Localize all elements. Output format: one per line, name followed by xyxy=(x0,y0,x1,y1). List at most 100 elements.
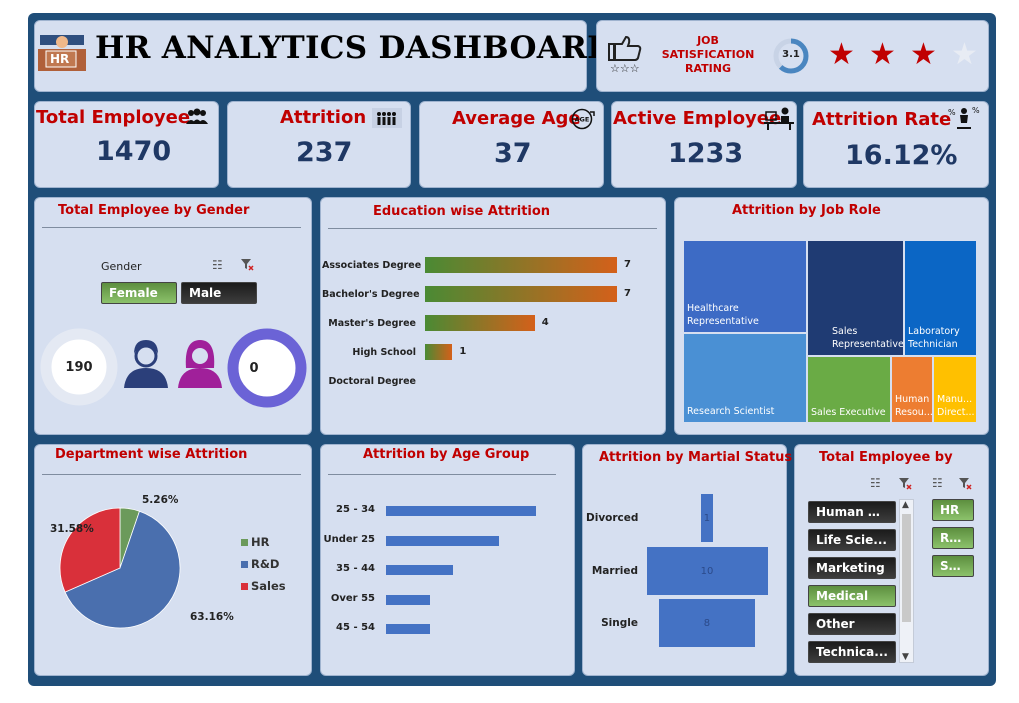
treemap-human-resources[interactable]: Human Resou... xyxy=(891,356,933,423)
field-slicer-list-icon[interactable]: ☷ xyxy=(870,476,881,490)
legend-swatch xyxy=(241,561,248,568)
treemap-manufacturing-director[interactable]: Manu... Direct... xyxy=(933,356,977,423)
marital-funnel-bar: 1 xyxy=(700,494,714,542)
legend-label[interactable]: Sales xyxy=(251,579,286,593)
field-clear-filter-icon[interactable] xyxy=(898,476,912,495)
thumbs-up-stars-icon: ☆☆☆ xyxy=(606,35,654,75)
employee-desk-icon xyxy=(764,106,794,130)
treemap-healthcare-representative[interactable]: Healthcare Representative xyxy=(683,240,807,333)
dept-option-rd[interactable]: R&D xyxy=(932,527,974,549)
scroll-up-icon[interactable]: ▲ xyxy=(902,500,909,510)
tile-label: Sales Executive xyxy=(811,407,886,418)
male-donut xyxy=(227,328,307,408)
age-bar xyxy=(386,565,454,575)
svg-text:%: % xyxy=(948,108,956,117)
gender-option-male[interactable]: Male xyxy=(181,282,257,304)
people-leaving-icon xyxy=(372,108,402,128)
kpi-label-active-employee: Active Employee xyxy=(613,108,782,129)
marital-category-label: Married xyxy=(591,565,638,577)
kpi-value-attrition: 237 xyxy=(296,137,353,168)
education-bar-value: 7 xyxy=(624,259,631,270)
legend-label[interactable]: HR xyxy=(251,535,270,549)
star-3: ★ xyxy=(910,37,937,72)
marital-funnel-value: 8 xyxy=(703,617,711,629)
pie-data-label: 31.58% xyxy=(50,523,94,535)
age-bar xyxy=(386,594,431,605)
age-icon: AGE xyxy=(570,108,596,130)
male-person-icon xyxy=(122,338,170,390)
kpi-value-active-employee: 1233 xyxy=(668,138,744,169)
page-title: HR ANALYTICS DASHBOARD xyxy=(95,30,615,66)
gender-title-rule xyxy=(42,227,301,228)
pie-slice-sales[interactable] xyxy=(59,507,121,593)
field-option-medical[interactable]: Medical xyxy=(808,585,896,607)
marital-funnel-value: 10 xyxy=(700,565,714,577)
kpi-card-attrition-rate xyxy=(803,101,989,188)
header-card xyxy=(34,20,587,92)
marital-category-label: Single xyxy=(601,617,638,629)
attrition-rate-icon: %% xyxy=(948,105,980,131)
dept-clear-filter-icon[interactable] xyxy=(958,476,972,495)
age-bar xyxy=(386,535,499,546)
department-pie: 5.26% 63.16% 31.58% HR R&D Sales xyxy=(50,494,286,629)
female-donut xyxy=(40,328,118,406)
education-bar xyxy=(425,286,617,302)
gender-option-female[interactable]: Female xyxy=(101,282,177,304)
education-title-rule xyxy=(328,228,657,229)
star-2: ★ xyxy=(869,37,896,72)
department-title: Department wise Attrition xyxy=(55,447,248,462)
treemap-sales-executive[interactable]: Sales Executive xyxy=(807,356,891,423)
education-bar xyxy=(425,257,617,273)
people-icon xyxy=(185,108,209,126)
age-category-label: 35 - 44 xyxy=(336,563,375,574)
age-group-panel xyxy=(320,444,575,676)
kpi-label-total-employee: Total Employee xyxy=(36,107,191,128)
treemap-laboratory-technician[interactable]: Laboratory Technician xyxy=(904,240,977,356)
tile-label: Sales Representative xyxy=(832,326,904,350)
dept-slicer-list-icon[interactable]: ☷ xyxy=(932,476,943,490)
total-by-title: Total Employee by xyxy=(819,450,953,465)
field-option-technical[interactable]: Technica... xyxy=(808,641,896,663)
department-title-rule xyxy=(42,474,301,475)
kpi-value-total-employee: 1470 xyxy=(96,136,172,167)
dept-option-sales[interactable]: Sa... xyxy=(932,555,974,577)
age-group-title-rule xyxy=(328,474,556,475)
job-role-title: Attrition by Job Role xyxy=(732,203,881,218)
slicer-list-icon[interactable]: ☷ xyxy=(212,258,223,272)
age-category-label: Over 55 xyxy=(330,592,375,604)
age-bar xyxy=(386,506,536,516)
satisfaction-gauge xyxy=(772,37,810,75)
field-scrollbar[interactable]: ▲ ▼ xyxy=(899,499,914,663)
education-bar xyxy=(425,315,535,331)
tile-label: Manu... Direct... xyxy=(937,394,975,418)
star-1: ★ xyxy=(828,37,855,72)
pie-slice-rd[interactable] xyxy=(64,510,181,629)
scroll-down-icon[interactable]: ▼ xyxy=(902,652,909,662)
dept-option-hr[interactable]: HR xyxy=(932,499,974,521)
education-bar-value: 4 xyxy=(541,317,549,328)
job-satisfaction-label-3: RATING xyxy=(685,62,731,75)
marital-funnel-value: 1 xyxy=(703,512,711,524)
age-bar xyxy=(386,624,431,634)
education-title: Education wise Attrition xyxy=(373,204,551,219)
tile-label: Research Scientist xyxy=(687,406,775,417)
field-option-other[interactable]: Other xyxy=(808,613,896,635)
education-category-label: Associates Degree xyxy=(322,260,422,271)
kpi-value-attrition-rate: 16.12% xyxy=(845,140,958,171)
pie-data-label: 5.26% xyxy=(142,494,179,506)
field-option-human-resources[interactable]: Human R... xyxy=(808,501,896,523)
job-satisfaction-label-2: SATISFICATION xyxy=(661,48,755,61)
scroll-thumb[interactable] xyxy=(902,514,911,622)
female-person-icon xyxy=(176,338,224,390)
field-option-marketing[interactable]: Marketing xyxy=(808,557,896,579)
svg-text:%: % xyxy=(972,106,980,115)
clear-filter-icon[interactable] xyxy=(240,257,254,276)
education-bar-value: 7 xyxy=(624,288,631,299)
legend-label[interactable]: R&D xyxy=(251,557,279,571)
svg-text:☆☆☆: ☆☆☆ xyxy=(610,62,640,74)
age-group-title: Attrition by Age Group xyxy=(363,447,530,462)
field-option-life-sciences[interactable]: Life Scie... xyxy=(808,529,896,551)
treemap-research-scientist[interactable]: Research Scientist xyxy=(683,333,807,423)
treemap-sales-representative[interactable]: Sales Representative xyxy=(807,240,904,356)
education-category-label: Bachelor's Degree xyxy=(322,289,420,300)
